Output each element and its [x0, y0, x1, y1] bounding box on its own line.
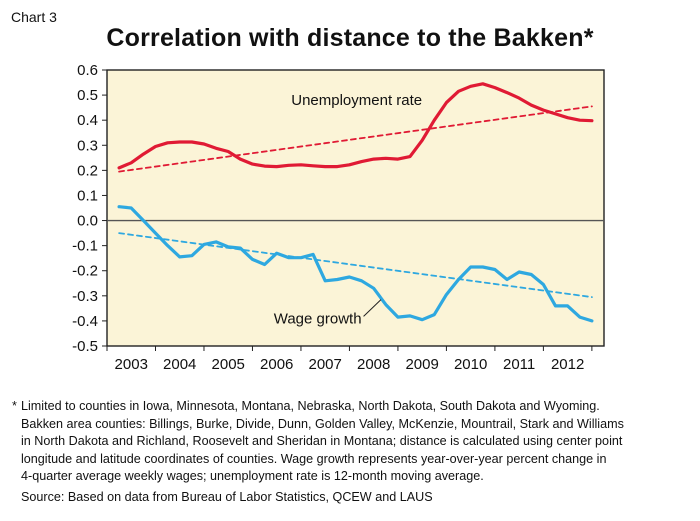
- unemployment-rate-trend-line: [118, 105, 593, 173]
- chart-number-label: Chart 3: [11, 9, 57, 25]
- footnote-asterisk: *: [12, 399, 17, 413]
- wage-growth-label: Wage growth: [274, 310, 362, 327]
- y-tick-label: -0.3: [72, 288, 98, 305]
- wage-growth-trend-line: [118, 232, 593, 299]
- unemployment-rate-label: Unemployment rate: [291, 92, 422, 109]
- footnote-line: Bakken area counties: Billings, Burke, D…: [21, 416, 624, 431]
- y-tick-label: 0.0: [77, 213, 98, 230]
- chart-title: Correlation with distance to the Bakken*: [106, 24, 594, 52]
- footnote-line: longitude and latitude coordinates of co…: [21, 451, 607, 466]
- y-tick-label: 0.1: [77, 187, 98, 204]
- y-tick-label: -0.5: [72, 338, 98, 355]
- y-tick-label: 0.6: [77, 62, 98, 79]
- footnote-first-line: * Limited to counties in Iowa, Minnesota…: [12, 398, 692, 416]
- x-tick-label: 2012: [551, 356, 584, 373]
- x-tick-label: 2004: [163, 356, 196, 373]
- y-tick-label: -0.2: [72, 263, 98, 280]
- y-tick-label: 0.2: [77, 162, 98, 179]
- unemployment-rate-line: [117, 82, 594, 170]
- x-tick-label: 2008: [357, 356, 390, 373]
- y-axis-ticks: 0.6 0.5 0.4 0.3 0.2 0.1 0.0 -0.1 -0.2 -0.3 -0.4 -0.…: [72, 62, 107, 355]
- x-tick-label: 2007: [309, 356, 342, 373]
- y-tick-label: -0.4: [72, 313, 98, 330]
- y-tick-label: 0.4: [77, 112, 98, 129]
- footnote-line: in North Dakota and Richland, Roosevelt …: [21, 434, 623, 449]
- x-tick-label: 2010: [454, 356, 487, 373]
- footnotes: * Limited to counties in Iowa, Minnesota…: [12, 398, 692, 507]
- line-chart: 0.6 0.5 0.4 0.3 0.2 0.1 0.0 -0.1 -0.2 -0.3 -0.4 -0.…: [72, 62, 605, 373]
- y-tick-label: 0.3: [77, 137, 98, 154]
- x-tick-label: 2003: [115, 356, 148, 373]
- series-layer: [117, 82, 594, 323]
- x-tick-label: 2006: [260, 356, 293, 373]
- plot-area: [106, 69, 605, 347]
- annotations-layer: Unemployment rate Wage growth: [274, 92, 422, 327]
- y-tick-label: -0.1: [72, 238, 98, 255]
- wage-growth-line: [117, 205, 594, 323]
- source-note: Source: Based on data from Bureau of Lab…: [21, 489, 433, 504]
- x-axis-ticks: 2003 2004 2005 2006 2007 2008 2009 2010 2011 2012: [106, 346, 593, 373]
- footnote-text: Limited to counties in Iowa, Minnesota, …: [21, 399, 600, 413]
- x-tick-label: 2011: [503, 356, 535, 373]
- x-tick-label: 2009: [405, 356, 438, 373]
- y-tick-label: 0.5: [77, 87, 98, 104]
- footnote-line: 4-quarter average weekly wages; unemploy…: [21, 469, 484, 484]
- x-tick-label: 2005: [212, 356, 245, 373]
- wage-growth-leader-line: [363, 299, 382, 317]
